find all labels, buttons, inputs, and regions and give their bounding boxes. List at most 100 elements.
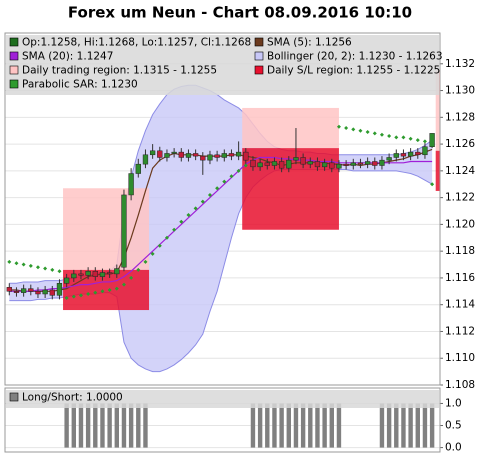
plot-area xyxy=(5,402,440,449)
sar-dot xyxy=(114,286,119,291)
bar xyxy=(300,403,306,448)
sar-dot xyxy=(236,168,241,173)
bar xyxy=(386,403,392,448)
bar xyxy=(64,403,69,448)
sar-dot xyxy=(430,182,435,187)
candle-body xyxy=(92,270,98,277)
bar xyxy=(143,403,148,448)
region xyxy=(435,150,440,191)
candle-body xyxy=(128,173,134,196)
bar xyxy=(422,403,428,448)
bar xyxy=(71,403,76,448)
bar xyxy=(286,403,291,448)
sar-dot xyxy=(50,267,55,272)
sar-dot xyxy=(71,294,76,299)
bar xyxy=(121,403,127,448)
sar-dot xyxy=(422,139,427,144)
candle-body xyxy=(164,153,170,158)
sar-dot xyxy=(121,282,126,287)
candle-body xyxy=(278,161,285,169)
sar-dot xyxy=(243,163,248,168)
sar-dot xyxy=(365,130,370,135)
candle-body xyxy=(20,288,27,293)
y-tick-label: 1.116 xyxy=(445,272,475,284)
candle-body xyxy=(106,272,113,275)
sar-dot xyxy=(222,179,227,184)
bar xyxy=(401,403,406,448)
bar xyxy=(408,403,413,448)
bar xyxy=(293,403,299,448)
bar xyxy=(272,403,277,448)
candle-body xyxy=(286,159,292,169)
sar-dot xyxy=(207,192,212,197)
candle-body xyxy=(207,154,213,161)
candle-body xyxy=(157,150,163,158)
sar-dot xyxy=(14,261,19,266)
bar xyxy=(336,403,342,448)
candle-body xyxy=(42,289,48,295)
sar-dot xyxy=(172,227,177,232)
candle-body xyxy=(214,154,220,158)
bar xyxy=(78,403,84,448)
region xyxy=(63,188,150,270)
candle-body xyxy=(336,163,342,169)
bar xyxy=(429,403,435,448)
bar xyxy=(308,403,313,448)
sar-dot xyxy=(229,174,234,179)
sar-dot xyxy=(78,293,83,298)
bar xyxy=(136,403,141,448)
legend-label: Op:1.1258, Hi:1.1268, Lo:1.1257, Cl:1.12… xyxy=(22,37,251,49)
bar xyxy=(322,403,327,448)
sar-dot xyxy=(408,136,413,141)
legend-label: Daily trading region: 1.1315 - 1.1255 xyxy=(22,65,217,77)
legend-swatch xyxy=(9,51,19,61)
candle-body xyxy=(135,163,141,174)
sar-dot xyxy=(43,266,48,271)
candle-body xyxy=(142,154,149,165)
candle-body xyxy=(364,161,371,165)
candle-body xyxy=(407,151,414,157)
sar-dot xyxy=(86,291,91,296)
candle-body xyxy=(221,153,227,158)
legend-label: Long/Short: 1.0000 xyxy=(22,392,123,404)
legend-label: Parabolic SAR: 1.1230 xyxy=(22,79,138,91)
candle-body xyxy=(149,150,156,156)
candle-body xyxy=(300,157,306,165)
candle-body xyxy=(429,133,435,148)
sar-dot xyxy=(336,124,341,129)
candle-body xyxy=(393,153,399,158)
sar-dot xyxy=(401,135,406,140)
sar-dot xyxy=(107,287,112,292)
plot-area xyxy=(5,63,440,385)
y-tick-label: 1.120 xyxy=(445,218,475,230)
region xyxy=(242,107,339,149)
sar-dot xyxy=(186,213,191,218)
y-tick-label: 1.0 xyxy=(445,397,462,409)
bar xyxy=(265,403,270,448)
sar-dot xyxy=(100,289,105,294)
legend-box xyxy=(6,35,439,95)
candle-body xyxy=(307,161,313,165)
bar xyxy=(279,403,284,448)
sar-dot xyxy=(7,259,12,264)
y-tick-label: 1.132 xyxy=(445,58,475,70)
candle-body xyxy=(415,151,421,156)
bar xyxy=(85,403,91,448)
candle-body xyxy=(372,161,378,166)
sar-dot xyxy=(344,126,349,131)
bar xyxy=(257,403,263,448)
candle-body xyxy=(63,277,70,284)
y-tick-label: 0.5 xyxy=(445,420,462,432)
sar-dot xyxy=(394,135,399,140)
bar xyxy=(107,403,112,448)
sar-dot xyxy=(157,243,162,248)
sar-dot xyxy=(372,131,377,136)
candle-body xyxy=(350,162,356,166)
candle-body xyxy=(13,291,20,293)
sar-dot xyxy=(64,296,69,301)
candle-body xyxy=(185,153,192,158)
bar xyxy=(315,403,320,448)
bar xyxy=(100,403,105,448)
sar-dot xyxy=(179,219,184,224)
